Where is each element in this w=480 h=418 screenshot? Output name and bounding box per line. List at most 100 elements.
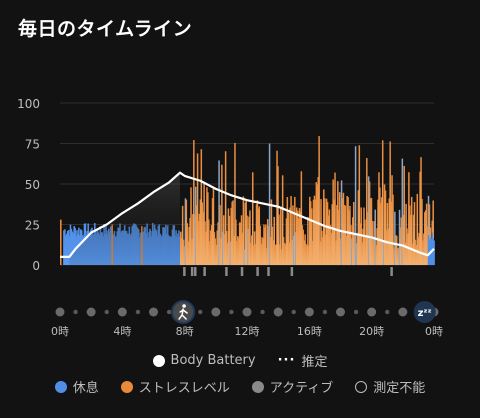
stress-bar — [238, 222, 241, 265]
stress-bar — [211, 198, 214, 265]
stress-bar — [189, 217, 191, 265]
stress-bar — [224, 151, 227, 265]
stress-bar — [279, 244, 281, 265]
stress-bar — [343, 204, 346, 265]
stress-bar — [416, 193, 419, 265]
stress-bar — [424, 212, 426, 265]
stress-bar — [193, 140, 195, 265]
stress-bar — [185, 199, 188, 265]
timeline-dot — [166, 309, 172, 315]
legend-unmeasurable: 測定不能 — [355, 377, 425, 396]
stress-bar — [372, 238, 375, 265]
stress-bar — [388, 198, 390, 265]
legend-row-2: 休息 ストレスレベル アクティブ 測定不能 — [0, 377, 480, 396]
stress-bar — [411, 243, 414, 265]
stress-bar — [349, 205, 351, 265]
stress-bar — [223, 215, 225, 265]
stress-bar — [405, 203, 407, 265]
stress-bar — [316, 184, 319, 265]
stress-bar — [244, 202, 247, 265]
stress-bar — [392, 194, 394, 265]
stress-bar — [394, 211, 396, 265]
stress-bar — [236, 240, 238, 265]
stress-bar — [339, 238, 342, 265]
page-title: 毎日のタイムライン — [18, 18, 193, 40]
dotted-line-icon: ··· — [277, 353, 296, 368]
stress-bar — [347, 197, 349, 265]
stress-bar — [390, 201, 392, 265]
timeline-dot — [322, 309, 328, 315]
stress-bar — [213, 232, 216, 265]
legend-rest: 休息 — [54, 377, 99, 396]
stress-bar — [333, 199, 335, 265]
stress-bar — [204, 221, 206, 265]
stress-bar — [309, 196, 311, 265]
stress-bar — [357, 190, 360, 265]
stress-bar — [331, 204, 333, 265]
stress-bar — [281, 175, 284, 265]
stress-bar — [356, 233, 359, 265]
stress-bar — [214, 238, 217, 265]
stress-bar — [183, 246, 186, 265]
x-tick-label: 4時 — [113, 325, 131, 338]
stress-bar — [208, 219, 210, 265]
stress-bar — [402, 214, 405, 265]
stress-bar — [426, 226, 429, 265]
stress-bar — [410, 196, 413, 265]
stress-bar — [303, 240, 305, 265]
timeline-dot — [55, 307, 65, 317]
stress-bar — [181, 205, 184, 265]
stress-bar — [366, 212, 369, 265]
timeline-dot — [273, 307, 283, 317]
gray-dot-icon — [251, 380, 264, 393]
stress-bar — [409, 205, 411, 265]
stress-bar — [359, 223, 362, 265]
stress-bar — [329, 225, 332, 265]
stress-bar — [412, 214, 415, 265]
hollow-dot-icon — [355, 380, 368, 393]
stress-bar — [306, 245, 308, 265]
stress-bar — [311, 240, 314, 265]
stress-bar — [376, 228, 378, 265]
stress-bar — [301, 225, 304, 265]
x-tick-label: 12時 — [235, 325, 260, 338]
stress-bar — [304, 234, 306, 265]
stress-bar — [400, 217, 403, 265]
stress-bar — [342, 192, 345, 265]
stress-bar — [323, 189, 325, 265]
stress-bar — [256, 200, 259, 265]
stress-bar — [336, 205, 338, 265]
stress-bar — [270, 199, 273, 265]
x-tick-label: 20時 — [359, 325, 384, 338]
timeline-dot — [242, 307, 252, 317]
timeline-dot — [336, 307, 345, 317]
stress-bar — [283, 243, 286, 265]
stress-bar — [419, 171, 421, 265]
rest-bar — [64, 229, 66, 265]
stress-bar — [374, 209, 376, 265]
stress-bar — [308, 245, 310, 265]
stress-bar — [404, 242, 406, 265]
stress-bar — [203, 183, 205, 265]
stress-bar — [276, 150, 278, 265]
stress-bar — [346, 195, 348, 265]
stress-bar — [237, 236, 239, 265]
walk-icon-body — [178, 308, 188, 320]
active-mark — [203, 267, 206, 276]
legend-unmeasurable-label: 測定不能 — [373, 381, 426, 396]
stress-bar — [335, 240, 337, 265]
stress-bar — [393, 248, 395, 265]
stress-bar — [350, 225, 352, 265]
stress-bar — [208, 241, 211, 265]
stress-bar — [258, 206, 261, 265]
stress-bar — [352, 217, 354, 265]
rest-bar — [65, 233, 68, 265]
stress-bar — [407, 233, 409, 265]
stress-bar — [232, 200, 234, 265]
stress-bar — [239, 222, 242, 265]
stress-bar — [381, 197, 383, 265]
stress-bar — [269, 236, 272, 265]
stress-bar — [272, 240, 275, 265]
timeline-dot — [260, 309, 265, 315]
stress-bar — [259, 225, 261, 265]
